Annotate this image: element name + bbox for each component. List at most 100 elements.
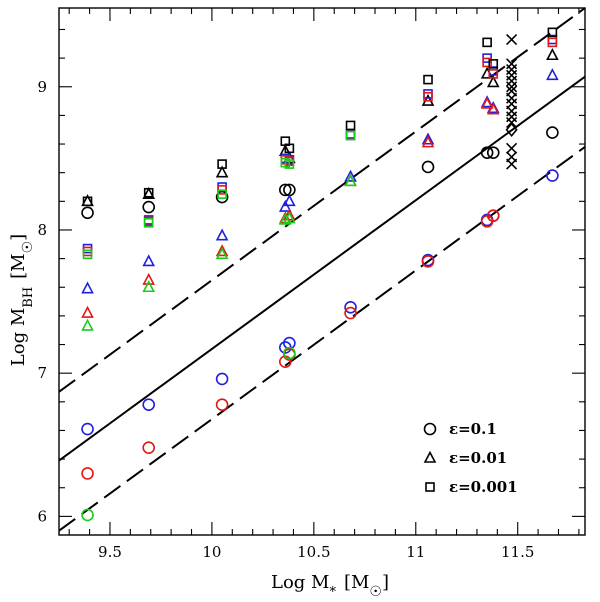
point-circle-red-8 [486, 209, 500, 222]
point-square-red-8 [488, 69, 499, 79]
point-triangle-red-2 [215, 244, 229, 257]
point-square-red-6 [423, 91, 433, 102]
point-circle-red-0 [81, 467, 94, 480]
y-tick-label: 7 [37, 364, 47, 382]
point-triangle-green-4 [283, 211, 296, 224]
point-triangle-green-5 [344, 174, 357, 187]
point-square-red-9 [547, 37, 558, 48]
point-triangle-blue-5 [344, 169, 357, 182]
legend-markers [423, 422, 437, 492]
point-triangle-blue-9 [546, 68, 559, 81]
point-square-red-0 [82, 246, 93, 257]
point-circle-blue-9 [546, 169, 559, 182]
point-square-green-1 [143, 218, 154, 228]
point-square-green-2 [217, 189, 227, 199]
point-triangle-blue-1 [142, 254, 156, 267]
point-triangle-blue-3 [278, 199, 292, 212]
dashed-line-2 [58, 146, 586, 532]
point-square-blue-0 [82, 243, 93, 254]
axis-ticks [59, 8, 585, 535]
point-x-black-1 [506, 151, 518, 163]
point-triangle-green-3 [278, 212, 292, 225]
plot-frame [58, 7, 586, 536]
x-tick-label: 10 [202, 543, 221, 561]
dashed-line-1 [58, 7, 586, 393]
point-circle-red-1 [142, 441, 156, 454]
tick-labels: 9.5 10 10.5 11 11.5 6 7 8 9 [37, 78, 534, 561]
point-circle-blue-1 [142, 398, 156, 411]
x-tick-label: 9.5 [98, 543, 122, 561]
legend-label-eps-0.1: ε=0.1 [449, 420, 497, 438]
point-square-black-0 [82, 196, 93, 207]
solid-line-0 [58, 75, 586, 462]
point-triangle-red-6 [421, 135, 435, 148]
point-triangle-blue-2 [215, 228, 229, 241]
point-triangle-blue-0 [81, 281, 94, 294]
point-diamond-black-0 [505, 122, 518, 137]
point-square-black-8 [488, 59, 499, 69]
x-tick-label: 11 [406, 543, 425, 561]
point-x-black-10 [506, 75, 518, 87]
point-x-black-13 [506, 58, 518, 70]
y-axis-label: Log MBH[M☉] [8, 234, 36, 366]
point-circle-red-6 [421, 255, 435, 268]
point-triangle-green-1 [142, 280, 156, 293]
point-x-black-14 [506, 33, 518, 46]
point-circle-red-2 [215, 398, 229, 411]
point-triangle-black-8 [546, 48, 559, 61]
point-triangle-red-0 [81, 305, 94, 318]
point-triangle-blue-4 [283, 194, 296, 207]
point-square-black-5 [345, 120, 356, 131]
plot-frame-rect [58, 7, 586, 536]
point-circle-black-3 [279, 183, 292, 197]
point-x-black-8 [506, 85, 518, 97]
point-triangle-green-2 [215, 247, 229, 260]
point-circle-green-1 [283, 346, 296, 360]
point-x-black-6 [506, 98, 518, 110]
y-tick-label: 6 [37, 507, 47, 525]
point-triangle-red-4 [283, 208, 296, 221]
point-triangle-black-2 [215, 165, 229, 178]
legend-marker-circle [423, 422, 437, 436]
y-tick-label: 9 [37, 78, 47, 96]
point-square-green-0 [82, 249, 93, 260]
point-x-black-12 [506, 64, 518, 76]
point-x-black-4 [506, 111, 518, 123]
x-axis-label: Log M* [M☉] [271, 572, 389, 600]
legend-marker-triangle [423, 450, 437, 463]
point-square-green-4 [284, 159, 295, 169]
legend-marker-square [425, 482, 435, 492]
point-circle-black-5 [421, 160, 435, 174]
point-circle-red-5 [344, 306, 357, 320]
point-square-black-2 [217, 159, 227, 169]
point-triangle-blue-6 [421, 132, 435, 145]
point-square-red-7 [482, 57, 492, 68]
y-tick-label: 8 [37, 221, 47, 239]
point-circle-black-0 [81, 206, 94, 220]
data-points [81, 27, 559, 522]
point-triangle-black-7 [486, 75, 500, 88]
x-tick-label: 10.5 [297, 543, 330, 561]
point-square-black-6 [423, 74, 433, 85]
point-circle-blue-2 [215, 372, 229, 386]
point-square-black-7 [482, 37, 492, 48]
point-circle-green-0 [81, 508, 94, 522]
legend: ε=0.1 ε=0.01 ε=0.001 [423, 420, 518, 496]
point-circle-black-8 [546, 126, 559, 139]
point-square-black-1 [143, 187, 154, 198]
point-circle-black-6 [480, 146, 494, 159]
point-square-green-5 [345, 130, 356, 141]
point-triangle-red-8 [486, 102, 500, 115]
point-circle-black-1 [142, 200, 156, 214]
point-triangle-red-1 [142, 272, 156, 285]
point-square-black-9 [547, 27, 558, 38]
point-circle-blue-5 [344, 301, 357, 314]
point-square-black-4 [284, 143, 295, 154]
point-circle-blue-0 [81, 422, 94, 436]
legend-label-eps-0.001: ε=0.001 [449, 478, 518, 496]
point-circle-black-7 [486, 146, 500, 159]
point-triangle-black-1 [142, 186, 156, 199]
point-triangle-green-0 [81, 318, 94, 331]
point-x-black-2 [506, 142, 518, 154]
